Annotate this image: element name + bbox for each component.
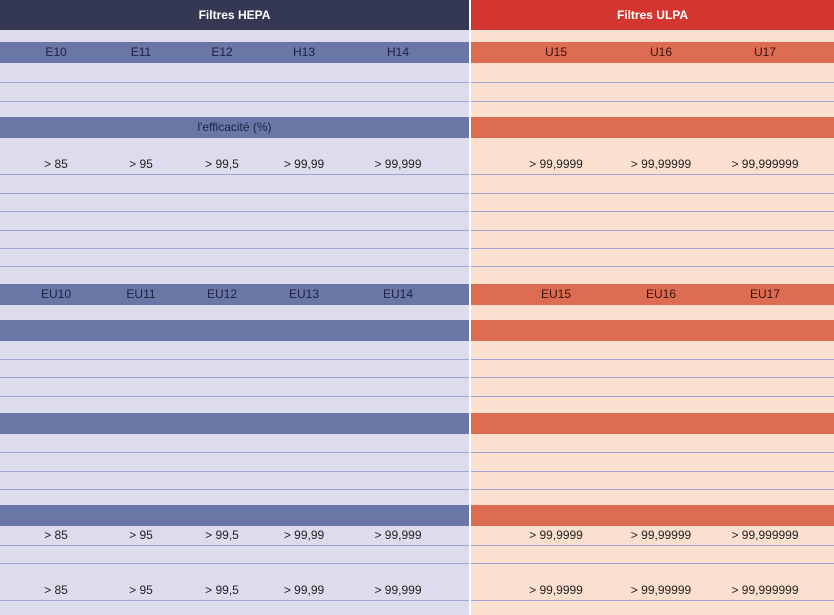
ulpa-title: Filtres ULPA xyxy=(471,0,834,30)
hepa-class-header-en: E10 E11 E12 H13 H14 xyxy=(0,42,469,63)
row-divider xyxy=(471,489,834,490)
row-divider xyxy=(0,471,469,472)
row-divider xyxy=(0,101,469,102)
row-divider xyxy=(0,396,469,397)
efficiency-cell: > 99,5 xyxy=(205,528,239,542)
hepa-efficiency-row-3: > 85 > 95 > 99,5 > 99,99 > 99,999 xyxy=(0,580,469,600)
hepa-class-header-eu: EU10 EU11 EU12 EU13 EU14 xyxy=(0,284,469,305)
efficiency-cell: > 85 xyxy=(44,157,68,171)
ulpa-class-cell: U17 xyxy=(753,45,776,59)
row-divider xyxy=(0,489,469,490)
efficiency-cell: > 99,99999 xyxy=(630,528,692,542)
row-divider xyxy=(0,452,469,453)
row-divider xyxy=(471,266,834,267)
efficiency-cell: > 99,9999 xyxy=(529,528,583,542)
row-divider xyxy=(471,193,834,194)
hepa-eu-class-cell: EU10 xyxy=(40,287,72,301)
efficiency-cell: > 99,999999 xyxy=(731,583,799,597)
efficiency-cell: > 99,99 xyxy=(283,528,325,542)
ulpa-eu-class-cell: EU16 xyxy=(645,287,677,301)
row-divider xyxy=(471,101,834,102)
hepa-eu-class-cell: EU12 xyxy=(206,287,238,301)
hepa-class-cell: E11 xyxy=(130,45,152,59)
hepa-blank-band xyxy=(0,413,469,434)
efficiency-cell: > 99,999 xyxy=(374,157,422,171)
efficiency-cell: > 95 xyxy=(129,583,153,597)
row-divider xyxy=(471,174,834,175)
hepa-efficiency-row: > 85 > 95 > 99,5 > 99,99 > 99,999 xyxy=(0,154,469,174)
row-divider xyxy=(471,82,834,83)
row-divider xyxy=(0,359,469,360)
row-divider xyxy=(0,600,469,601)
ulpa-efficiency-row-3: > 99,9999 > 99,99999 > 99,999999 xyxy=(471,580,834,600)
efficiency-cell: > 95 xyxy=(129,528,153,542)
row-divider xyxy=(471,452,834,453)
ulpa-blank-band xyxy=(471,505,834,526)
hepa-class-cell: E12 xyxy=(211,45,233,59)
efficiency-cell: > 85 xyxy=(44,583,68,597)
row-divider xyxy=(471,359,834,360)
efficiency-cell: > 99,5 xyxy=(205,157,239,171)
efficiency-cell: > 99,99999 xyxy=(630,583,692,597)
row-divider xyxy=(0,545,469,546)
efficiency-cell: > 99,99999 xyxy=(630,157,692,171)
hepa-blank-band xyxy=(0,505,469,526)
row-divider xyxy=(0,174,469,175)
row-divider xyxy=(0,211,469,212)
hepa-class-cell: H13 xyxy=(292,45,315,59)
row-divider xyxy=(0,563,469,564)
hepa-panel: Filtres HEPA E10 E11 E12 H13 H14 l'effic… xyxy=(0,0,469,615)
efficiency-cell: > 99,9999 xyxy=(529,157,583,171)
row-divider xyxy=(471,248,834,249)
ulpa-class-header-en: U15 U16 U17 xyxy=(471,42,834,63)
row-divider xyxy=(0,82,469,83)
row-divider xyxy=(471,600,834,601)
efficiency-cell: > 99,999 xyxy=(374,583,422,597)
row-divider xyxy=(0,193,469,194)
row-divider xyxy=(471,211,834,212)
ulpa-class-header-eu: EU15 EU16 EU17 xyxy=(471,284,834,305)
ulpa-efficiency-row-2: > 99,9999 > 99,99999 > 99,999999 xyxy=(471,525,834,545)
efficiency-cell: > 99,99 xyxy=(283,583,325,597)
efficiency-cell: > 99,9999 xyxy=(529,583,583,597)
row-divider xyxy=(471,377,834,378)
hepa-eu-class-cell: EU13 xyxy=(288,287,320,301)
hepa-class-cell: E10 xyxy=(45,45,67,59)
ulpa-blank-band xyxy=(471,413,834,434)
hepa-efficiency-band: l'efficacité (%) xyxy=(0,117,469,138)
ulpa-eu-class-cell: EU17 xyxy=(749,287,781,301)
ulpa-eu-class-cell: EU15 xyxy=(540,287,572,301)
row-divider xyxy=(0,248,469,249)
row-divider xyxy=(471,230,834,231)
efficiency-cell: > 95 xyxy=(129,157,153,171)
row-divider xyxy=(0,377,469,378)
hepa-eu-class-cell: EU11 xyxy=(126,287,156,301)
ulpa-class-cell: U15 xyxy=(544,45,567,59)
ulpa-class-cell: U16 xyxy=(649,45,672,59)
hepa-title: Filtres HEPA xyxy=(0,0,469,30)
ulpa-efficiency-row: > 99,9999 > 99,99999 > 99,999999 xyxy=(471,154,834,174)
row-divider xyxy=(0,230,469,231)
hepa-blank-band xyxy=(0,320,469,341)
efficiency-cell: > 99,999999 xyxy=(731,157,799,171)
efficiency-cell: > 99,5 xyxy=(205,583,239,597)
row-divider xyxy=(471,471,834,472)
ulpa-panel: Filtres ULPA U15 U16 U17 > 99,9999 > 99,… xyxy=(471,0,834,615)
ulpa-blank-band xyxy=(471,320,834,341)
hepa-efficiency-row-2: > 85 > 95 > 99,5 > 99,99 > 99,999 xyxy=(0,525,469,545)
efficiency-cell: > 99,999999 xyxy=(731,528,799,542)
efficiency-label: l'efficacité (%) xyxy=(197,120,272,134)
hepa-class-cell: H14 xyxy=(386,45,409,59)
row-divider xyxy=(471,563,834,564)
efficiency-cell: > 99,999 xyxy=(374,528,422,542)
efficiency-cell: > 99,99 xyxy=(283,157,325,171)
row-divider xyxy=(471,396,834,397)
row-divider xyxy=(471,545,834,546)
ulpa-efficiency-band xyxy=(471,117,834,138)
row-divider xyxy=(0,266,469,267)
efficiency-cell: > 85 xyxy=(44,528,68,542)
hepa-eu-class-cell: EU14 xyxy=(382,287,414,301)
